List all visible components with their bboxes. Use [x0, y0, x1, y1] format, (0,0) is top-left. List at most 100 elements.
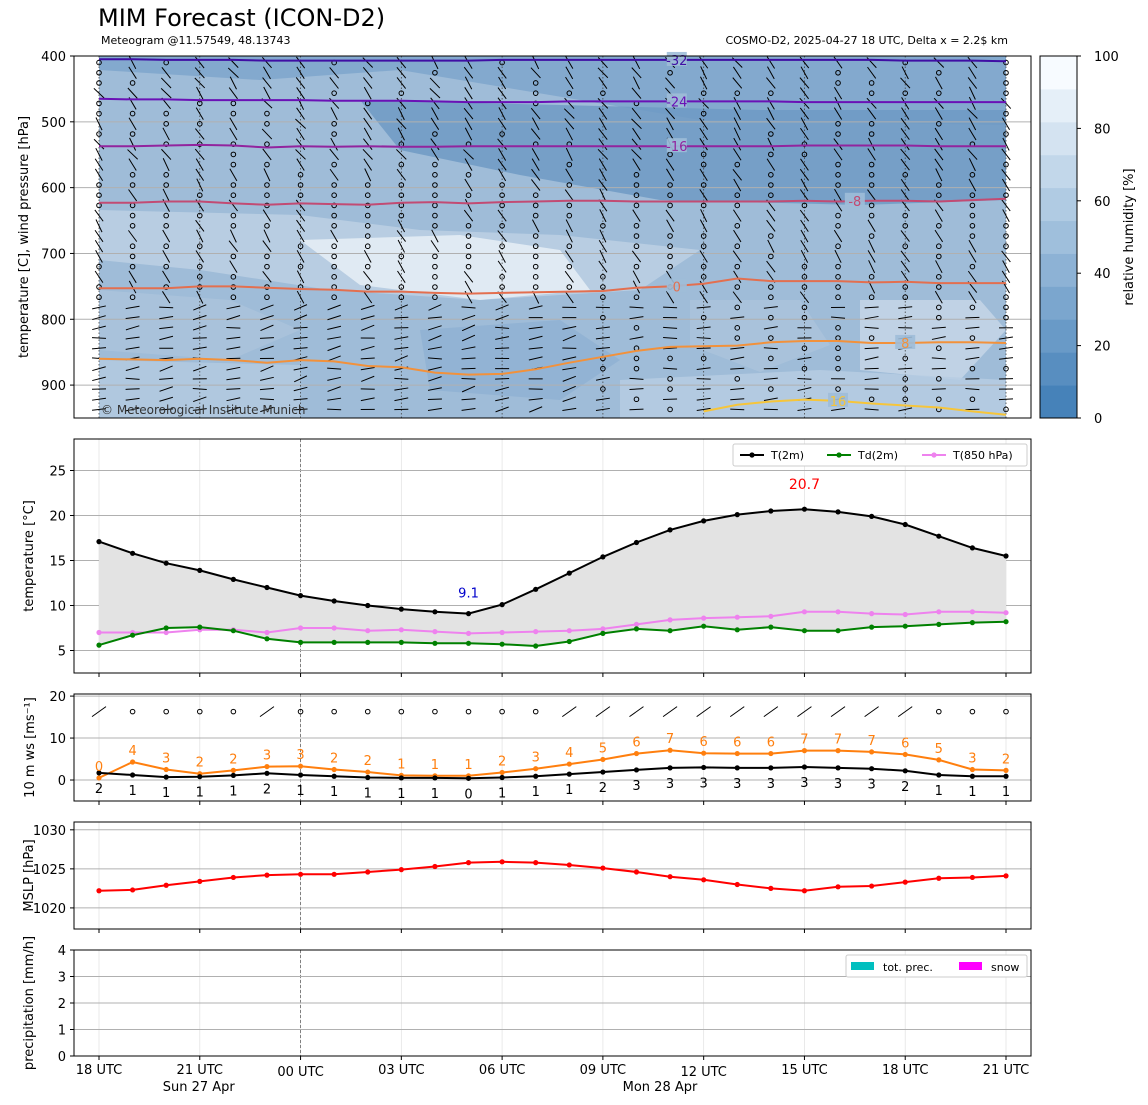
- mslp-frame: [73, 821, 1032, 930]
- calm-wind-marker: [129, 253, 136, 260]
- colorbar-frame: [1039, 55, 1078, 419]
- wind-barb: [92, 305, 106, 310]
- wind-barb: [730, 387, 745, 391]
- wind-barb: [327, 304, 341, 311]
- model-run-subtitle: COSMO-D2, 2025-04-27 18 UTC, Delta x = 2…: [725, 34, 1008, 47]
- t2m-point: [969, 545, 976, 551]
- gust-label: 4: [565, 746, 573, 761]
- wind-barb: [766, 219, 776, 232]
- t2m-point: [801, 506, 808, 512]
- wind-barb: [699, 219, 708, 233]
- mslp-point: [969, 874, 976, 881]
- wind-barb: [464, 280, 473, 294]
- calm-wind-marker: [902, 386, 909, 392]
- calm-wind-marker: [163, 212, 169, 219]
- wind-barb: [998, 357, 1014, 360]
- calm-wind-marker: [96, 192, 102, 199]
- wind-barb: [259, 706, 275, 718]
- cross-section-panel: -32-24-16-80816400500600700800900tempera…: [17, 50, 1137, 427]
- calm-wind-marker: [1003, 90, 1009, 96]
- calm-wind-marker: [734, 161, 741, 168]
- wind-barb: [595, 347, 610, 350]
- calm-wind-marker: [432, 708, 438, 715]
- wind-barb: [363, 127, 372, 141]
- mean-wind-label: 3: [767, 777, 775, 792]
- wind-barb: [327, 397, 342, 401]
- calm-wind-marker: [1003, 243, 1009, 250]
- y-tick-label: 10: [49, 600, 66, 615]
- calm-wind-marker: [364, 284, 371, 290]
- t2m-point: [163, 560, 169, 566]
- wind-barb: [327, 345, 341, 352]
- wind-barb: [259, 398, 274, 401]
- wind-barb: [427, 357, 442, 360]
- calm-wind-marker: [734, 304, 741, 311]
- t2m-point: [600, 554, 606, 560]
- wind-barb: [362, 148, 373, 160]
- wind-barb: [92, 366, 106, 372]
- wind-barb: [427, 316, 442, 319]
- calm-wind-marker: [633, 202, 640, 209]
- wind-barb: [763, 347, 778, 350]
- wind-barb: [360, 304, 375, 310]
- wind-barb: [195, 219, 205, 232]
- mean-wind-point: [869, 766, 875, 772]
- wind-barb: [464, 97, 473, 110]
- calm-wind-marker: [432, 172, 438, 178]
- td2m-point: [297, 639, 304, 646]
- wind-barb: [125, 325, 140, 331]
- wind-barb: [799, 107, 810, 120]
- calm-wind-marker: [532, 202, 539, 209]
- td2m-point: [633, 626, 640, 632]
- gust-point: [734, 750, 740, 757]
- calm-wind-marker: [432, 284, 438, 290]
- td2m-point: [465, 640, 472, 646]
- wind-barb: [599, 168, 607, 182]
- wind-barb: [125, 305, 140, 310]
- wind-barb: [394, 304, 409, 311]
- wind-barb: [799, 291, 810, 304]
- mslp-point: [163, 882, 169, 888]
- td2m-point: [398, 639, 404, 646]
- wind-barb: [598, 240, 608, 253]
- wind-barb: [565, 56, 574, 69]
- wind-barb: [730, 367, 745, 370]
- y-tick-label: 4: [58, 944, 66, 959]
- calm-wind-marker: [432, 263, 438, 270]
- calm-wind-marker: [196, 243, 203, 250]
- date-label: Mon 28 Apr: [623, 1080, 698, 1095]
- wind-barb: [595, 326, 610, 330]
- t2m-point: [465, 611, 472, 617]
- t2m-point: [902, 521, 908, 528]
- wind-barb: [699, 250, 708, 263]
- calm-wind-marker: [196, 120, 203, 127]
- wind-barb: [699, 117, 709, 130]
- wind-barb: [295, 138, 306, 151]
- wind-barb: [665, 291, 675, 304]
- wind-barb: [696, 706, 711, 718]
- isotherm-line: [99, 143, 1006, 149]
- gust-point: [701, 750, 707, 756]
- wind-barb: [159, 386, 173, 392]
- calm-wind-marker: [936, 192, 942, 199]
- t850-line: [99, 610, 1007, 635]
- calm-wind-marker: [566, 284, 573, 290]
- calm-wind-marker: [700, 233, 707, 239]
- calm-wind-marker: [835, 355, 841, 362]
- mean-wind-point: [936, 772, 942, 778]
- wind-barb: [295, 77, 306, 89]
- calm-wind-marker: [364, 192, 371, 199]
- wind-barb: [461, 306, 476, 309]
- t2m-point: [129, 550, 136, 556]
- wind-frame: [73, 693, 1032, 802]
- wind-barb: [363, 77, 373, 89]
- wind-barb: [363, 117, 373, 130]
- calm-wind-marker: [600, 274, 606, 280]
- wind-barb: [498, 76, 507, 90]
- calm-wind-marker: [331, 708, 337, 715]
- mslp-point: [197, 878, 203, 884]
- wind-barb: [967, 148, 978, 160]
- td2m-point: [264, 636, 270, 642]
- calm-wind-marker: [331, 161, 337, 168]
- gust-label: 4: [128, 744, 136, 759]
